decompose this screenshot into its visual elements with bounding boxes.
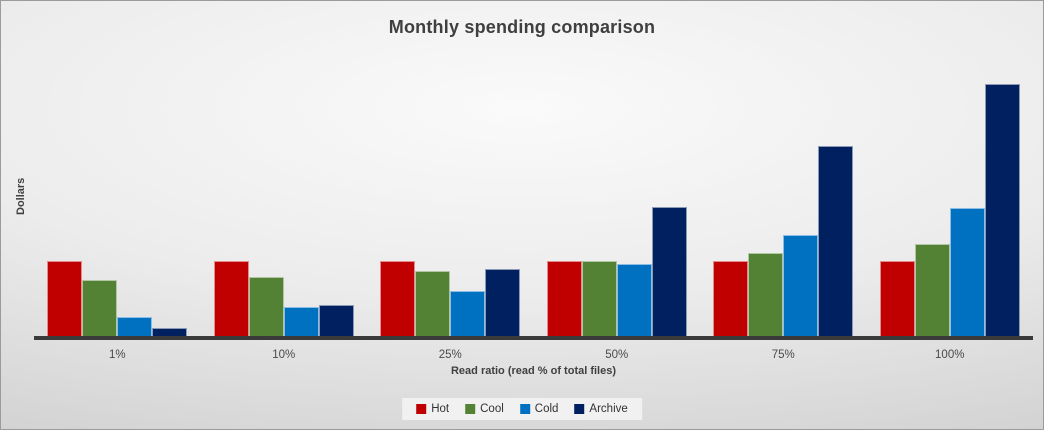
legend-item-cool: Cool (465, 403, 504, 415)
bar-cold (783, 235, 819, 336)
legend-swatch-icon (416, 404, 427, 414)
bar-archive (984, 83, 1020, 336)
bar-hot (380, 261, 416, 336)
bar-cool (748, 253, 784, 336)
x-tick-label: 25% (438, 349, 462, 361)
x-tick-label: 10% (272, 349, 296, 361)
legend-item-archive: Archive (574, 403, 628, 415)
x-axis-title: Read ratio (read % of total files) (450, 365, 617, 377)
bar-cool (914, 244, 950, 336)
x-axis-ticks: 1% 10% 25% 50% 75% 100% (34, 349, 1033, 361)
bar-group-100 (867, 51, 1034, 336)
plot-area (34, 51, 1033, 340)
bar-hot (879, 261, 915, 336)
bar-archive (152, 328, 188, 336)
bar-archive (818, 145, 854, 336)
bar-cold (450, 290, 486, 336)
chart-title: Monthly spending comparison (388, 17, 656, 37)
legend-label: Hot (431, 403, 450, 415)
legend: Hot Cool Cold Archive (402, 398, 642, 420)
bar-group-25 (367, 51, 534, 336)
bar-group-75 (700, 51, 867, 336)
x-tick-label: 75% (771, 349, 795, 361)
x-tick-label: 100% (935, 349, 965, 361)
legend-item-hot: Hot (416, 403, 449, 415)
bar-cold (949, 207, 985, 336)
bar-hot (47, 261, 83, 336)
bar-cold (616, 264, 652, 336)
x-tick-label: 50% (605, 349, 629, 361)
legend-swatch-icon (574, 404, 585, 414)
bar-cool (581, 261, 617, 336)
y-axis-label: Dollars (15, 177, 27, 215)
bar-cool (82, 279, 118, 336)
bar-cool (415, 270, 451, 336)
bar-cold (117, 317, 153, 336)
legend-swatch-icon (465, 404, 476, 414)
legend-swatch-icon (519, 404, 530, 414)
legend-label: Cold (534, 403, 559, 415)
bar-archive (485, 268, 521, 336)
x-tick-label: 1% (108, 349, 126, 361)
bar-archive (651, 206, 687, 336)
bar-hot (713, 261, 749, 336)
legend-label: Cool (480, 403, 504, 415)
legend-label: Archive (589, 403, 628, 415)
bar-hot (546, 261, 582, 336)
bar-group-10 (201, 51, 368, 336)
bar-group-1 (34, 51, 201, 336)
legend-item-cold: Cold (519, 403, 559, 415)
bar-cool (248, 276, 284, 336)
bar-cold (283, 307, 319, 336)
bar-group-50 (534, 51, 701, 336)
bar-archive (318, 305, 354, 336)
bar-hot (213, 261, 249, 336)
